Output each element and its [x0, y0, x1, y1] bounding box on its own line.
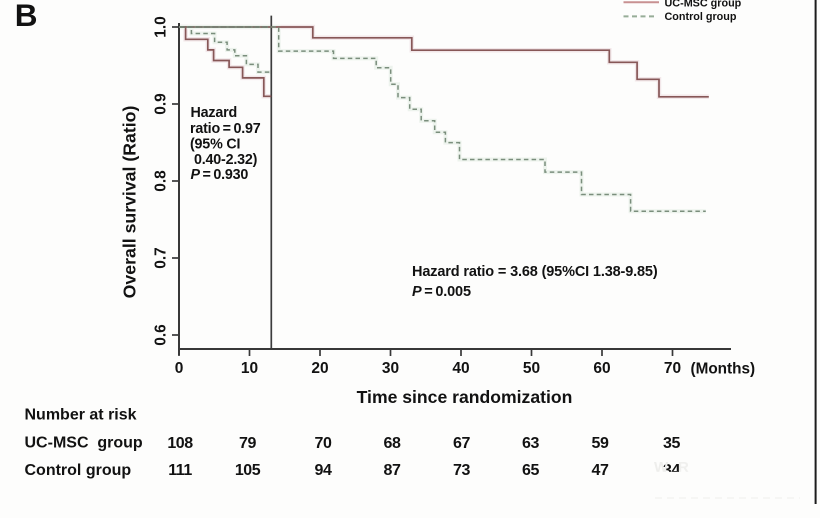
- svg-text:65: 65: [522, 462, 539, 479]
- svg-text:87: 87: [384, 462, 401, 479]
- svg-text:0.40-2.32): 0.40-2.32): [194, 152, 258, 168]
- svg-text:105: 105: [235, 462, 261, 479]
- svg-text:W: W: [654, 459, 669, 476]
- svg-text:35: 35: [663, 435, 680, 452]
- svg-text:Time since randomization: Time since randomization: [357, 387, 573, 407]
- svg-text:Hazard ratio = 3.68 (95%CI 1.3: Hazard ratio = 3.68 (95%CI 1.38-9.85): [412, 264, 658, 280]
- svg-text:UC-MSC group: UC-MSC group: [665, 0, 742, 9]
- svg-text:Number at risk: Number at risk: [25, 407, 137, 424]
- svg-text:50: 50: [523, 360, 540, 377]
- svg-text:Control group: Control group: [25, 462, 132, 479]
- svg-text:B: B: [15, 0, 38, 33]
- svg-text:P = 0.005: P = 0.005: [412, 284, 471, 300]
- svg-text:(Months): (Months): [691, 360, 756, 377]
- svg-text:1.0: 1.0: [153, 16, 170, 38]
- svg-text:P = 0.930: P = 0.930: [191, 167, 249, 183]
- svg-text:94: 94: [315, 462, 332, 479]
- svg-text:79: 79: [239, 435, 256, 452]
- svg-text:Overall survival (Ratio): Overall survival (Ratio): [119, 106, 139, 299]
- svg-text:0: 0: [175, 360, 184, 377]
- svg-text:(95% CI: (95% CI: [190, 136, 240, 152]
- svg-text:0.9: 0.9: [153, 93, 170, 115]
- svg-text:63: 63: [522, 435, 539, 452]
- svg-text:73: 73: [453, 462, 470, 479]
- svg-text:60: 60: [593, 360, 610, 377]
- svg-text:Control group: Control group: [665, 11, 737, 23]
- svg-text:111: 111: [168, 462, 192, 479]
- svg-text:10: 10: [241, 360, 258, 377]
- svg-text:0.8: 0.8: [153, 170, 170, 192]
- svg-text:0.7: 0.7: [153, 247, 170, 269]
- svg-text:59: 59: [592, 435, 609, 452]
- svg-text:20: 20: [311, 360, 328, 377]
- svg-text:70: 70: [664, 360, 681, 377]
- svg-text:30: 30: [382, 360, 399, 377]
- svg-text:70: 70: [315, 435, 332, 452]
- svg-text:R: R: [678, 459, 689, 476]
- svg-text:108: 108: [167, 435, 193, 452]
- svg-text:UC-MSC group: UC-MSC group: [25, 434, 143, 451]
- svg-text:0.6: 0.6: [153, 324, 170, 346]
- svg-text:ratio = 0.97: ratio = 0.97: [190, 121, 261, 137]
- svg-text:Hazard: Hazard: [191, 105, 237, 121]
- svg-text:68: 68: [384, 435, 401, 452]
- svg-text:40: 40: [452, 360, 469, 377]
- svg-text:67: 67: [453, 435, 470, 452]
- svg-text:47: 47: [592, 462, 609, 479]
